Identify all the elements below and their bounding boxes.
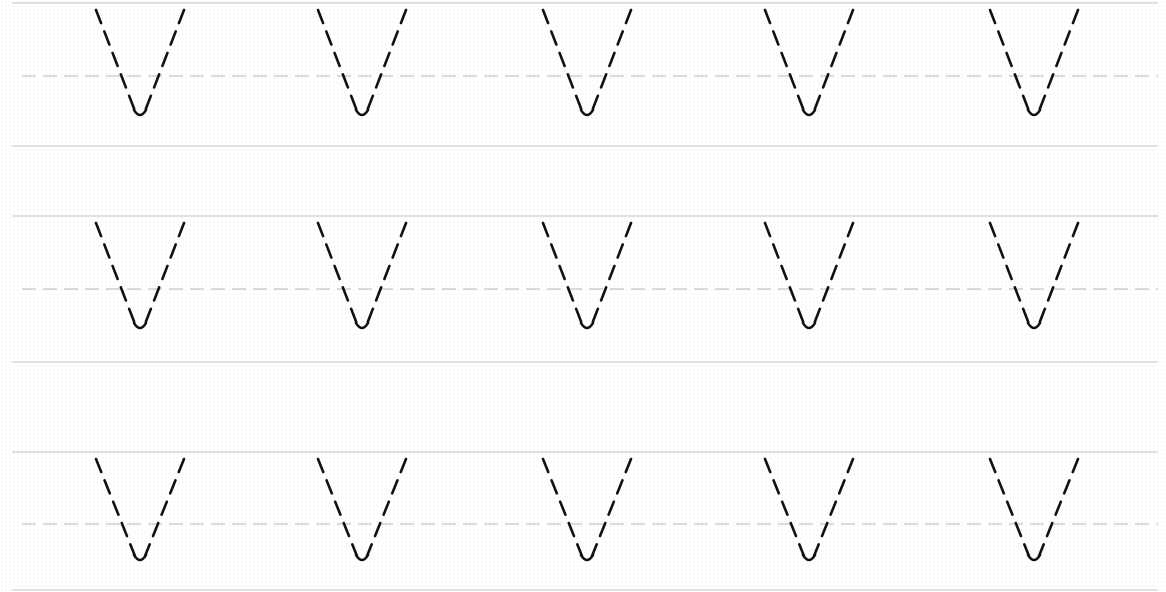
letter-left-stroke xyxy=(316,221,359,326)
traced-letter-v xyxy=(988,8,1080,117)
traced-letter-v xyxy=(94,457,186,562)
letter-left-stroke xyxy=(988,221,1031,326)
traced-letter-v xyxy=(541,221,633,330)
letter-right-stroke xyxy=(812,8,855,113)
letter-left-stroke xyxy=(763,457,806,558)
letter-right-stroke xyxy=(365,8,408,113)
traced-letter-v xyxy=(988,457,1080,562)
letter-right-stroke xyxy=(590,457,633,558)
letter-tip xyxy=(132,108,148,117)
letter-tip xyxy=(1026,321,1042,330)
letter-right-stroke xyxy=(143,457,186,558)
letter-right-stroke xyxy=(365,457,408,558)
letter-right-stroke xyxy=(812,457,855,558)
letter-tip xyxy=(354,108,370,117)
letter-right-stroke xyxy=(590,221,633,326)
traced-letter-v xyxy=(94,221,186,330)
letter-left-stroke xyxy=(94,221,137,326)
letter-left-stroke xyxy=(541,8,584,113)
letter-left-stroke xyxy=(988,8,1031,113)
letter-tip xyxy=(579,321,595,330)
letter-left-stroke xyxy=(541,457,584,558)
letter-right-stroke xyxy=(1037,8,1080,113)
writing-row xyxy=(12,2,1158,147)
letter-right-stroke xyxy=(1037,457,1080,558)
writing-row xyxy=(12,451,1158,591)
letter-right-stroke xyxy=(1037,221,1080,326)
letter-left-stroke xyxy=(94,8,137,113)
letter-right-stroke xyxy=(143,221,186,326)
letter-tip xyxy=(132,553,148,562)
letter-left-stroke xyxy=(988,457,1031,558)
traced-letter-v xyxy=(541,457,633,562)
letter-left-stroke xyxy=(316,8,359,113)
letter-left-stroke xyxy=(94,457,137,558)
traced-letter-v xyxy=(316,8,408,117)
letter-tip xyxy=(354,321,370,330)
letter-left-stroke xyxy=(541,221,584,326)
letter-tip xyxy=(132,321,148,330)
letter-left-stroke xyxy=(763,221,806,326)
letter-tip xyxy=(1026,553,1042,562)
letter-tip xyxy=(579,108,595,117)
traced-letter-v xyxy=(541,8,633,117)
letter-tip xyxy=(801,553,817,562)
traced-letter-v xyxy=(316,221,408,330)
traced-letter-v xyxy=(94,8,186,117)
letter-right-stroke xyxy=(590,8,633,113)
letter-tip xyxy=(801,108,817,117)
letter-left-stroke xyxy=(763,8,806,113)
traced-letter-v xyxy=(763,8,855,117)
letter-right-stroke xyxy=(365,221,408,326)
letter-left-stroke xyxy=(316,457,359,558)
traced-letter-v xyxy=(763,457,855,562)
letter-right-stroke xyxy=(812,221,855,326)
letter-tip xyxy=(579,553,595,562)
traced-letter-v xyxy=(316,457,408,562)
writing-row xyxy=(12,215,1158,363)
traced-letter-v xyxy=(763,221,855,330)
letter-tip xyxy=(354,553,370,562)
letter-right-stroke xyxy=(143,8,186,113)
letter-tip xyxy=(801,321,817,330)
letter-tip xyxy=(1026,108,1042,117)
traced-letter-v xyxy=(988,221,1080,330)
